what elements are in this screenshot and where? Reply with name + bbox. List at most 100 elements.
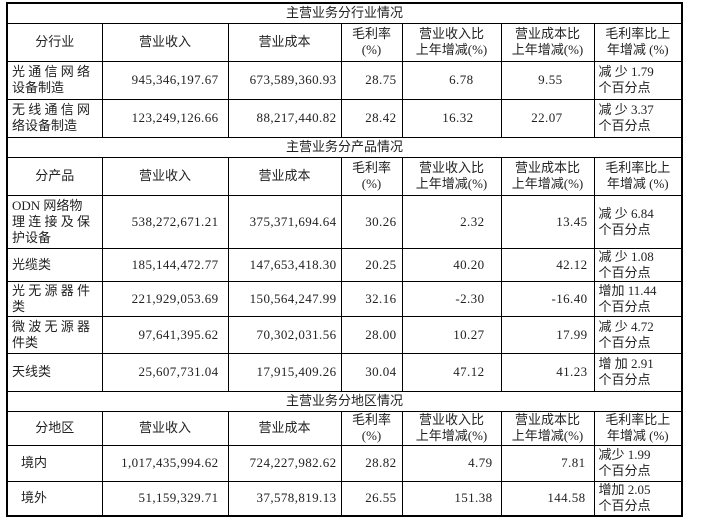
- table-row: ODN 网络物 理 连 接 及 保 护设备 538,272,671.21 375,3…: [6, 194, 683, 249]
- cell-cost: 17,915,409.26: [227, 352, 342, 392]
- column-header: 分产品: [6, 156, 103, 196]
- column-header: 分行业: [6, 22, 103, 62]
- cell-cost-yoy: 22.07: [500, 98, 595, 138]
- column-header: 营业收入比 上年增减(%): [401, 22, 502, 62]
- cell-margin-change: 减 少 3.37 个百分点: [593, 98, 683, 138]
- column-header: 营业成本: [227, 22, 342, 62]
- cell-cost: 37,578,819.13: [227, 480, 342, 517]
- cell-category: ODN 网络物 理 连 接 及 保 护设备: [6, 194, 103, 249]
- cell-cost: 150,564,247.99: [227, 280, 342, 317]
- cell-revenue-yoy: 40.20: [401, 247, 502, 282]
- header-row: 分产品 营业收入 营业成本 毛利率 (%) 营业收入比 上年增减(%) 营业成本比 上年增…: [6, 156, 683, 196]
- column-header: 营业收入比 上年增减(%): [401, 156, 502, 196]
- table-row: 光缆类 185,144,472.77 147,653,418.30 20.25 40.2…: [6, 247, 683, 282]
- column-header: 毛利率 (%): [340, 22, 403, 62]
- section-1: 主营业务分产品情况 分产品 营业收入 营业成本 毛利率 (%) 营业收入比 上年增减(%)…: [6, 136, 683, 392]
- cell-revenue-yoy: 2.32: [401, 194, 502, 249]
- cell-revenue-yoy: 6.78: [401, 60, 502, 100]
- column-header: 毛利率 (%): [340, 156, 403, 196]
- cell-revenue: 1,017,435,994.62: [101, 444, 229, 482]
- column-header: 营业成本比 上年增减(%): [500, 22, 595, 62]
- table-row: 微 波 无 源 器 件类 97,641,395.62 70,302,031.56 28…: [6, 315, 683, 354]
- cell-revenue: 97,641,395.62: [101, 315, 229, 354]
- section-2: 主营业务分地区情况 分地区 营业收入 营业成本 毛利率 (%) 营业收入比 上年增减(%)…: [6, 390, 683, 517]
- column-header: 营业收入比 上年增减(%): [401, 410, 502, 446]
- cell-cost: 147,653,418.30: [227, 247, 342, 282]
- cell-category: 光 通 信 网 络 设备制造: [6, 60, 103, 100]
- table-row: 无 线 通 信 网 络设备制造 123,249,126.66 88,217,440.…: [6, 98, 683, 138]
- table-row: 光 通 信 网 络 设备制造 945,346,197.67 673,589,360.…: [6, 60, 683, 100]
- header-row: 分地区 营业收入 营业成本 毛利率 (%) 营业收入比 上年增减(%) 营业成本比 上年增…: [6, 410, 683, 446]
- cell-margin-change: 增加 11.44 个百分点: [593, 280, 683, 317]
- section-title: 主营业务分地区情况: [6, 390, 683, 412]
- cell-margin-change: 增加 2.05 个百分点: [593, 480, 683, 517]
- cell-margin-change: 减 少 6.84 个百分点: [593, 194, 683, 249]
- cell-cost-yoy: 13.45: [500, 194, 595, 249]
- cell-category: 无 线 通 信 网 络设备制造: [6, 98, 103, 138]
- cell-revenue: 221,929,053.69: [101, 280, 229, 317]
- column-header: 毛利率比上 年增减 (%): [593, 22, 683, 62]
- cell-category: 微 波 无 源 器 件类: [6, 315, 103, 354]
- cell-gross-margin: 32.16: [340, 280, 403, 317]
- financial-table: 主营业务分行业情况 分行业 营业收入 营业成本 毛利率 (%) 营业收入比 上年增减(%)…: [6, 2, 684, 517]
- section-0: 主营业务分行业情况 分行业 营业收入 营业成本 毛利率 (%) 营业收入比 上年增减(%)…: [6, 2, 683, 138]
- cell-cost: 70,302,031.56: [227, 315, 342, 354]
- cell-revenue: 185,144,472.77: [101, 247, 229, 282]
- cell-gross-margin: 30.26: [340, 194, 403, 249]
- table-row: 光 无 源 器 件 类 221,929,053.69 150,564,247.99 3…: [6, 280, 683, 317]
- column-header: 营业成本比 上年增减(%): [500, 156, 595, 196]
- cell-category: 光缆类: [6, 247, 103, 282]
- cell-revenue: 123,249,126.66: [101, 98, 229, 138]
- cell-revenue: 945,346,197.67: [101, 60, 229, 100]
- column-header: 营业成本比 上年增减(%): [500, 410, 595, 446]
- column-header: 分地区: [6, 410, 103, 446]
- section-title: 主营业务分行业情况: [6, 2, 683, 24]
- column-header: 毛利率比上 年增减 (%): [593, 156, 683, 196]
- cell-category: 境内: [6, 444, 103, 482]
- cell-gross-margin: 28.00: [340, 315, 403, 354]
- cell-cost-yoy: 9.55: [500, 60, 595, 100]
- cell-revenue-yoy: 151.38: [401, 480, 502, 517]
- cell-cost: 724,227,982.62: [227, 444, 342, 482]
- table-row: 境内 1,017,435,994.62 724,227,982.62 28.82 4.7…: [6, 444, 683, 482]
- column-header: 营业成本: [227, 410, 342, 446]
- cell-revenue: 25,607,731.04: [101, 352, 229, 392]
- table-row: 境外 51,159,329.71 37,578,819.13 26.55 151.38 1…: [6, 480, 683, 517]
- cell-revenue: 51,159,329.71: [101, 480, 229, 517]
- cell-gross-margin: 28.75: [340, 60, 403, 100]
- cell-gross-margin: 26.55: [340, 480, 403, 517]
- cell-cost: 673,589,360.93: [227, 60, 342, 100]
- cell-margin-change: 减 少 1.79 个百分点: [593, 60, 683, 100]
- cell-cost: 88,217,440.82: [227, 98, 342, 138]
- cell-cost-yoy: -16.40: [500, 280, 595, 317]
- cell-revenue-yoy: 10.27: [401, 315, 502, 354]
- cell-revenue-yoy: -2.30: [401, 280, 502, 317]
- section-title: 主营业务分产品情况: [6, 136, 683, 158]
- cell-cost: 375,371,694.64: [227, 194, 342, 249]
- cell-gross-margin: 28.82: [340, 444, 403, 482]
- cell-cost-yoy: 17.99: [500, 315, 595, 354]
- cell-revenue-yoy: 4.79: [401, 444, 502, 482]
- cell-revenue-yoy: 47.12: [401, 352, 502, 392]
- cell-margin-change: 减 少 4.72 个百分点: [593, 315, 683, 354]
- cell-cost-yoy: 41.23: [500, 352, 595, 392]
- header-row: 分行业 营业收入 营业成本 毛利率 (%) 营业收入比 上年增减(%) 营业成本比 上年增…: [6, 22, 683, 62]
- cell-category: 天线类: [6, 352, 103, 392]
- cell-category: 光 无 源 器 件 类: [6, 280, 103, 317]
- table-row: 天线类 25,607,731.04 17,915,409.26 30.04 47.12 4…: [6, 352, 683, 392]
- column-header: 营业收入: [101, 156, 229, 196]
- cell-margin-change: 减少 1.99 个百分点: [593, 444, 683, 482]
- main-business-report: 主营业务分行业情况 分行业 营业收入 营业成本 毛利率 (%) 营业收入比 上年增减(%)…: [6, 2, 684, 517]
- cell-margin-change: 减 少 1.08 个百分点: [593, 247, 683, 282]
- column-header: 营业收入: [101, 22, 229, 62]
- cell-cost-yoy: 7.81: [500, 444, 595, 482]
- column-header: 毛利率比上 年增减 (%): [593, 410, 683, 446]
- cell-gross-margin: 20.25: [340, 247, 403, 282]
- column-header: 毛利率 (%): [340, 410, 403, 446]
- cell-gross-margin: 28.42: [340, 98, 403, 138]
- cell-revenue-yoy: 16.32: [401, 98, 502, 138]
- column-header: 营业收入: [101, 410, 229, 446]
- cell-cost-yoy: 144.58: [500, 480, 595, 517]
- cell-revenue: 538,272,671.21: [101, 194, 229, 249]
- cell-category: 境外: [6, 480, 103, 517]
